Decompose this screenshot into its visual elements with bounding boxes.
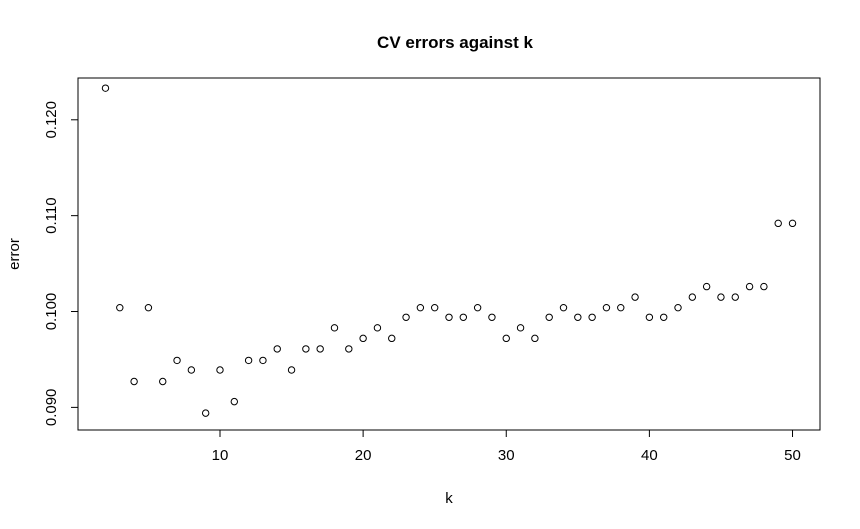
data-point	[702, 282, 711, 291]
data-point	[674, 303, 682, 312]
data-point	[316, 345, 324, 353]
data-point	[788, 219, 797, 228]
data-point	[273, 345, 281, 353]
chart-title: CV errors against k	[377, 33, 533, 52]
data-point	[359, 334, 367, 343]
x-tick-label: 20	[355, 447, 372, 464]
y-tick-label: 0.110	[43, 197, 60, 233]
data-point	[545, 313, 553, 321]
data-point	[373, 324, 382, 332]
data-point	[430, 303, 439, 312]
data-point	[574, 313, 582, 321]
data-point	[101, 84, 110, 92]
x-tick-label: 30	[498, 447, 515, 464]
plot-frame	[77, 77, 821, 431]
x-tick-label: 10	[212, 447, 229, 464]
data-point	[187, 366, 196, 374]
data-point	[731, 293, 739, 301]
x-axis: 10 20 30 40 50	[212, 429, 801, 464]
data-point	[230, 397, 239, 406]
y-tick-label: 0.100	[43, 293, 60, 331]
data-point	[302, 345, 310, 353]
data-point	[645, 313, 654, 321]
x-axis-label: k	[445, 490, 453, 507]
data-point	[445, 313, 453, 321]
data-point	[159, 377, 167, 386]
data-point	[717, 293, 725, 301]
data-point	[588, 313, 596, 321]
data-point	[201, 409, 210, 417]
data-point	[116, 303, 124, 312]
data-point	[516, 324, 525, 332]
data-point	[688, 293, 697, 301]
data-point	[345, 345, 353, 353]
data-point	[488, 313, 496, 321]
data-point	[330, 324, 339, 332]
y-tick-label: 0.090	[43, 389, 60, 427]
data-point	[388, 334, 396, 343]
data-point	[659, 313, 668, 321]
data-point	[259, 356, 267, 365]
data-point	[602, 303, 611, 312]
data-point	[617, 303, 625, 312]
data-point	[531, 334, 539, 343]
data-point	[144, 303, 153, 312]
data-point	[244, 356, 253, 365]
data-point	[774, 219, 782, 228]
y-tick-label: 0.120	[43, 101, 60, 139]
data-point	[287, 366, 296, 374]
data-point	[459, 313, 468, 321]
data-point	[631, 293, 639, 301]
data-point	[402, 313, 410, 321]
data-point	[416, 303, 425, 312]
data-point	[745, 282, 754, 291]
data-point	[502, 334, 510, 343]
data-points	[101, 84, 797, 417]
y-axis: 0.090 0.100 0.110 0.120	[43, 101, 79, 427]
data-point	[559, 303, 568, 312]
x-tick-label: 40	[641, 447, 658, 464]
y-axis-label: error	[6, 238, 23, 270]
data-point	[216, 366, 224, 374]
x-tick-label: 50	[784, 447, 801, 464]
data-point	[173, 356, 181, 365]
data-point	[473, 303, 482, 312]
data-point	[760, 282, 768, 291]
data-point	[130, 377, 138, 386]
